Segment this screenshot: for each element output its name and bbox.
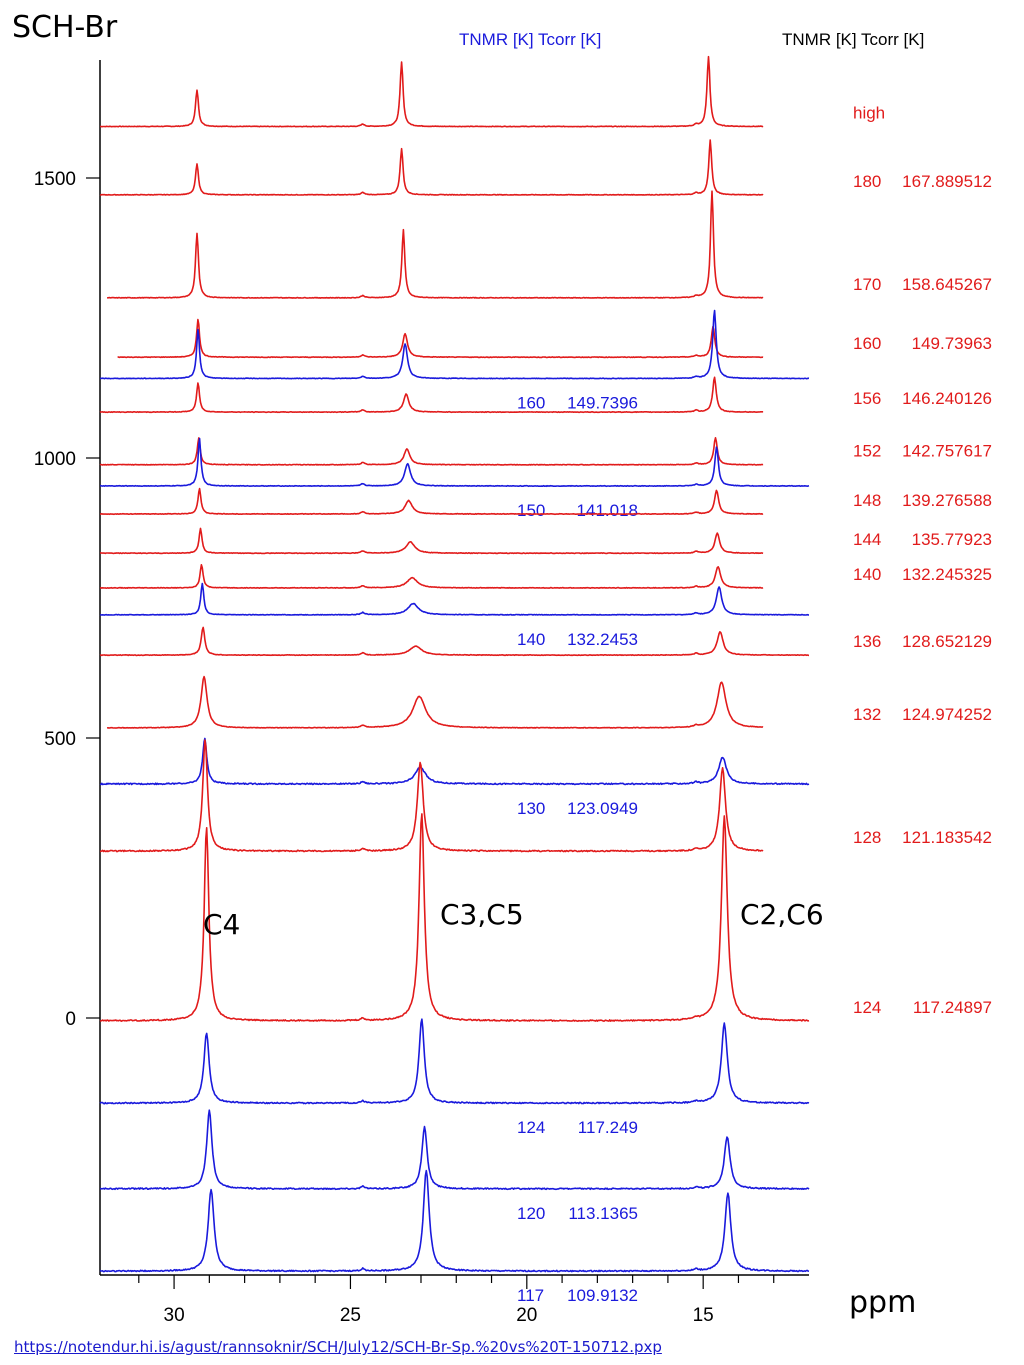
blue-label-tcorr-19: 109.9132	[567, 1286, 638, 1305]
spectrum-red-144-9	[99, 527, 764, 555]
spectrum-red-128-15	[99, 739, 764, 853]
red-label-tnmr-8: 148	[853, 491, 881, 510]
spectrum-red-180-1	[99, 139, 764, 196]
black-column-header: TNMR [K] Tcorr [K]	[782, 30, 925, 49]
source-url-link[interactable]: https://notendur.hi.is/agust/rannsoknir/…	[14, 1338, 662, 1356]
spectrum-red-156-5	[99, 376, 764, 414]
spectrum-red-160-3	[117, 318, 764, 359]
spectrum-red-152-6	[99, 436, 764, 466]
red-label-tcorr-12: 128.652129	[902, 632, 992, 651]
blue-label-tcorr-4: 149.7396	[567, 393, 638, 412]
spectrum-red-170-2	[107, 190, 764, 299]
red-label-tnmr-6: 152	[853, 442, 881, 461]
red-label-tnmr-5: 156	[853, 389, 881, 408]
blue-label-tnmr-19: 117	[517, 1286, 544, 1305]
spectrum-blue-140-11	[99, 582, 809, 616]
red-label-tnmr-15: 128	[853, 828, 881, 847]
blue-column-header: TNMR [K] Tcorr [K]	[459, 30, 602, 49]
red-label-tcorr-13: 124.974252	[902, 705, 992, 724]
peak-label-c3-c5: C3,C5	[440, 898, 524, 931]
red-label-tnmr-2: 170	[853, 275, 881, 294]
spectrum-blue-117-19	[99, 1169, 810, 1273]
red-label-tcorr-15: 121.183542	[902, 828, 992, 847]
blue-label-tnmr-7: 150	[517, 501, 545, 520]
blue-label-tcorr-17: 117.249	[578, 1118, 638, 1137]
spectrum-blue-124-17	[99, 1018, 810, 1105]
spectrum-red-140-10	[99, 563, 764, 590]
spectrum-red-132-13	[106, 675, 764, 729]
y-tick-label-0: 0	[65, 1009, 76, 1030]
chart-title: SCH-Br	[12, 10, 118, 45]
peak-label-c2-c6: C2,C6	[740, 898, 824, 931]
red-label-tnmr-0: high	[853, 103, 885, 122]
y-tick-label-500: 500	[44, 729, 76, 750]
spectrum-red-148-8	[99, 487, 764, 516]
peak-label-c4: C4	[203, 908, 241, 941]
x-axis-unit-label: ppm	[849, 1285, 917, 1320]
red-label-tcorr-16: 117.24897	[913, 998, 992, 1017]
blue-label-tcorr-11: 132.2453	[567, 630, 638, 649]
red-label-tnmr-12: 136	[853, 632, 881, 651]
blue-label-tnmr-4: 160	[517, 393, 545, 412]
red-label-tcorr-1: 167.889512	[902, 172, 992, 191]
x-tick-label-30: 30	[164, 1305, 185, 1326]
red-label-tnmr-1: 180	[853, 172, 881, 191]
red-label-tcorr-8: 139.276588	[902, 491, 992, 510]
blue-label-tcorr-14: 123.0949	[567, 799, 638, 818]
spectrum-red-124-16	[99, 813, 810, 1023]
red-label-tnmr-13: 132	[853, 705, 881, 724]
blue-label-tnmr-11: 140	[517, 630, 545, 649]
blue-label-tnmr-17: 124	[517, 1118, 545, 1137]
red-label-tnmr-10: 140	[853, 565, 881, 584]
red-label-tcorr-6: 142.757617	[902, 442, 992, 461]
x-tick-label-20: 20	[516, 1305, 537, 1326]
spectrum-red-high-0	[99, 55, 764, 128]
spectrum-red-136-12	[99, 626, 809, 657]
x-tick-label-15: 15	[693, 1305, 714, 1326]
red-label-tcorr-10: 132.245325	[902, 565, 992, 584]
x-tick-label-25: 25	[340, 1305, 361, 1326]
spectrum-blue-150-7	[100, 437, 810, 488]
red-label-tcorr-2: 158.645267	[902, 275, 992, 294]
spectrum-blue-160-4	[99, 309, 810, 380]
y-tick-label-1000: 1000	[34, 449, 76, 470]
red-label-tcorr-9: 135.77923	[912, 530, 992, 549]
red-label-tcorr-3: 149.73963	[912, 334, 992, 353]
red-label-tnmr-16: 124	[853, 998, 881, 1017]
blue-label-tnmr-18: 120	[517, 1204, 545, 1223]
red-label-tnmr-9: 144	[853, 530, 881, 549]
spectrum-blue-120-18	[99, 1109, 810, 1191]
spectrum-blue-130-14	[99, 737, 810, 786]
blue-label-tnmr-14: 130	[517, 799, 545, 818]
blue-label-tcorr-18: 113.1365	[568, 1204, 638, 1223]
red-label-tnmr-3: 160	[853, 334, 881, 353]
red-label-tcorr-5: 146.240126	[902, 389, 992, 408]
blue-label-tcorr-7: 141.018	[577, 501, 638, 520]
y-tick-label-1500: 1500	[34, 169, 76, 190]
